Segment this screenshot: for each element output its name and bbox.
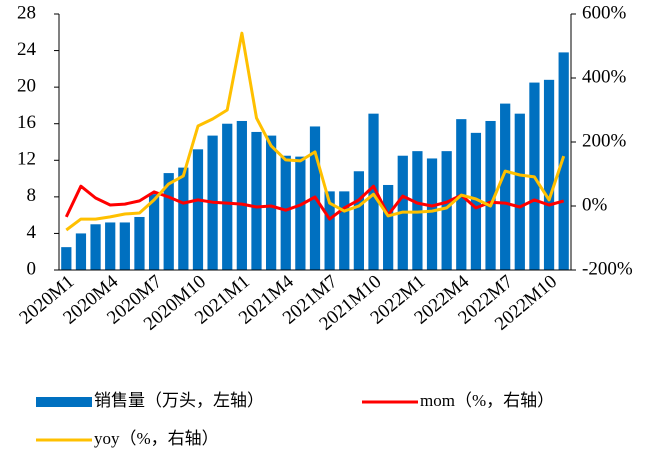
bar (192, 149, 204, 270)
bar (134, 216, 145, 270)
bar (339, 191, 350, 270)
y-tick-label: 16 (17, 112, 36, 133)
bar (295, 156, 306, 270)
bar (236, 120, 247, 270)
y2-tick-label: 600% (582, 2, 627, 23)
bar (383, 184, 394, 270)
bar (251, 131, 262, 270)
bar (470, 132, 482, 270)
bar (558, 52, 569, 271)
bar (148, 194, 160, 270)
y2-tick-label: 400% (582, 66, 627, 87)
legend-label: mom（%，右轴） (420, 391, 554, 410)
y-tick-label: 24 (17, 39, 37, 60)
bar (353, 171, 365, 270)
y-tick-label: 28 (17, 2, 36, 23)
bar (500, 103, 511, 270)
bar (485, 120, 496, 270)
legend-label: 销售量（万头，左轴） (94, 391, 264, 410)
y2-tick-label: -200% (582, 258, 633, 279)
y-tick-label: 0 (27, 258, 37, 279)
y-tick-label: 20 (17, 76, 36, 97)
bar (412, 151, 423, 270)
bar (105, 222, 116, 270)
y2-tick-label: 200% (582, 130, 627, 151)
bar (222, 123, 233, 270)
bar (75, 233, 87, 270)
bar (61, 247, 72, 270)
legend-swatch (36, 397, 92, 407)
y2-tick-label: 0% (582, 194, 608, 215)
line (64, 184, 565, 221)
bar (280, 155, 291, 270)
y-tick-label: 4 (27, 222, 37, 243)
y-tick-label: 12 (17, 149, 36, 170)
bar (426, 158, 438, 270)
line (65, 31, 566, 232)
bar (543, 79, 555, 270)
bar (178, 167, 189, 270)
legend: 销售量（万头，左轴） mom（%，右轴） yoy（%，右轴） (36, 391, 554, 448)
bar (368, 113, 379, 271)
bar (163, 173, 174, 270)
bar (265, 135, 277, 270)
bar (119, 222, 130, 270)
legend-label: yoy（%，右轴） (94, 429, 219, 448)
bar (90, 224, 101, 270)
bar (324, 191, 335, 270)
bar (441, 151, 452, 270)
bar (514, 113, 525, 271)
y-tick-label: 8 (27, 185, 37, 206)
